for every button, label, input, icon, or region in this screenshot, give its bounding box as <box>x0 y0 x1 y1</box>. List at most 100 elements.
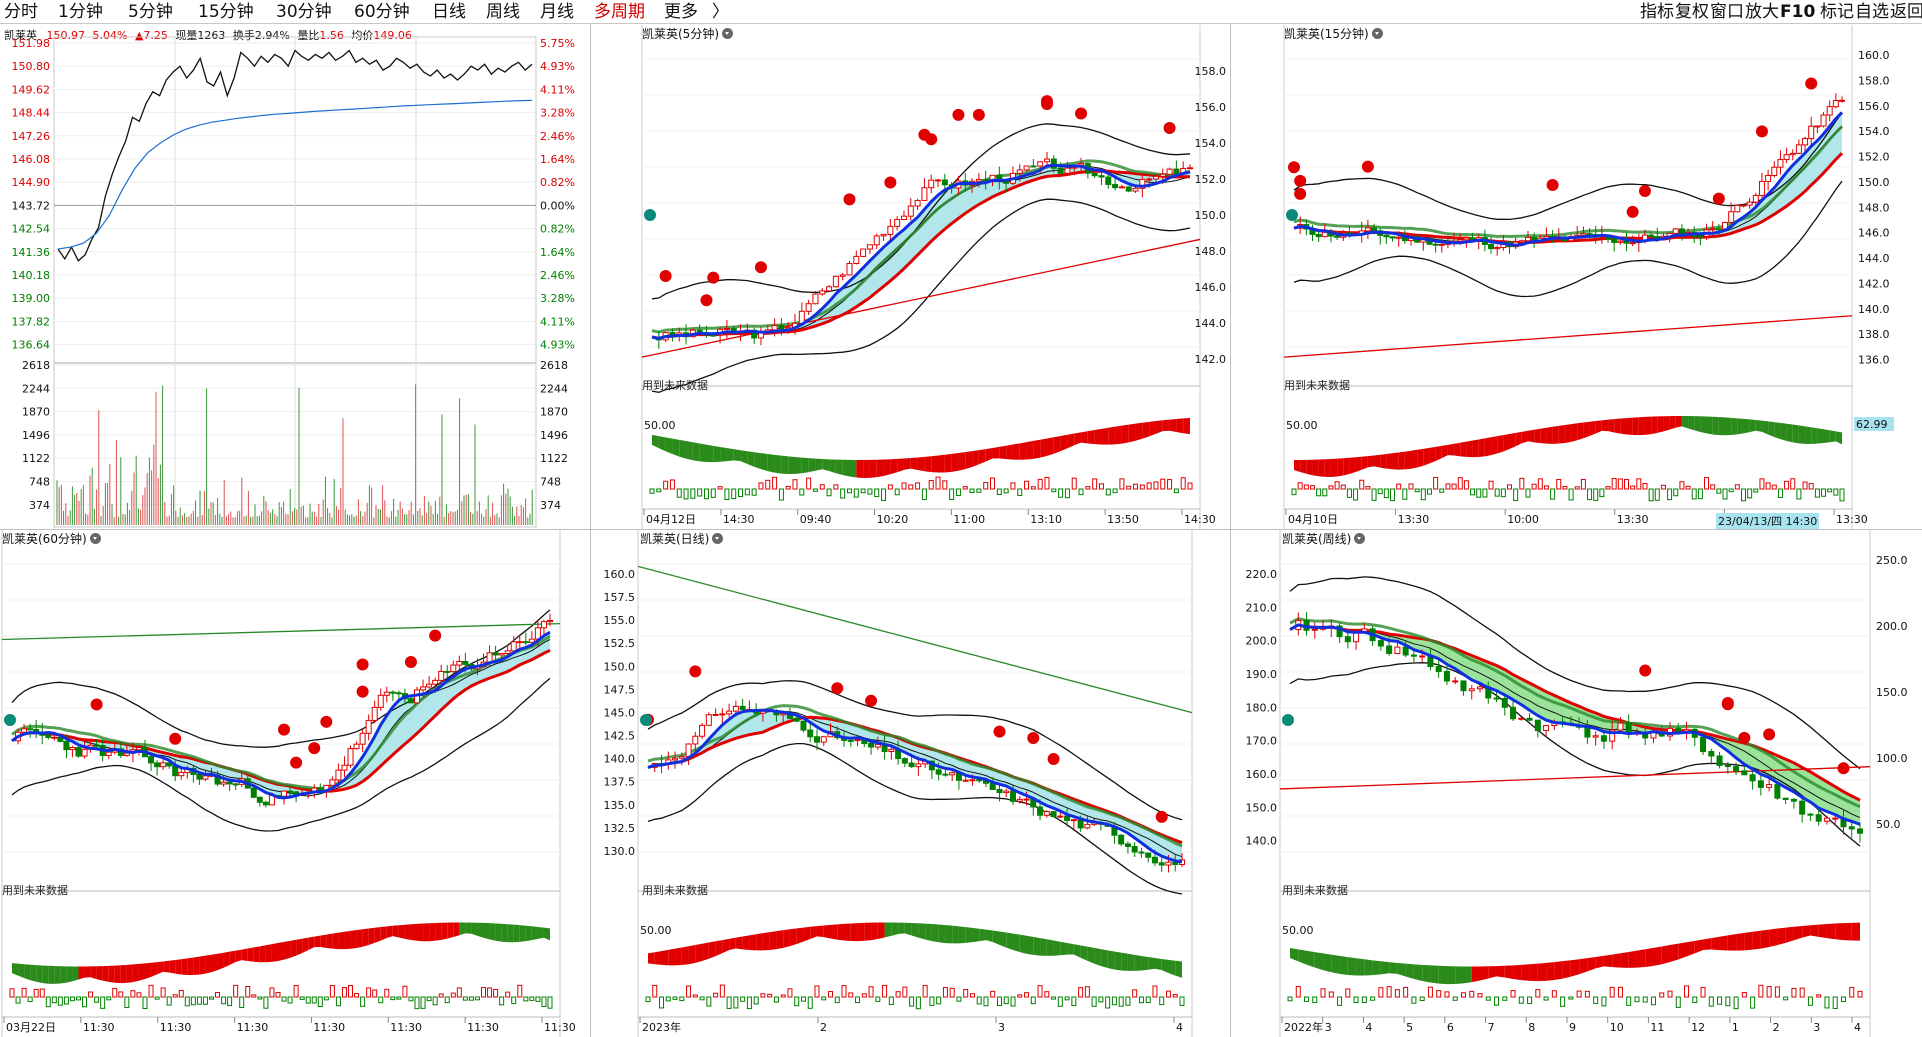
panel-title[interactable]: 凯莱英(日线) <box>640 530 724 547</box>
indicator-ribbon <box>1466 440 1473 458</box>
kline-chart-60min[interactable]: 03月22日 11:30 11:30 11:30 11:30 11:30 11:30 11:3… <box>0 530 590 1037</box>
tab-period-2[interactable]: 5分钟 <box>128 2 173 22</box>
candle-body <box>365 719 372 734</box>
indicator-ribbon <box>803 926 811 942</box>
avg-value: 149.06 <box>373 29 412 42</box>
future-data-note: 用到未来数据 <box>642 884 708 897</box>
candle-body <box>1159 173 1166 177</box>
lower-band-line <box>1289 662 1861 847</box>
candle-body <box>444 670 451 673</box>
tab-period-10[interactable]: 更多 <box>664 2 698 22</box>
candle-body <box>395 692 402 695</box>
indicator-ribbon <box>1455 966 1464 984</box>
indicator-bar <box>1799 987 1805 998</box>
indicator-bar <box>928 480 934 490</box>
panel-title[interactable]: 凯莱英(5分钟) <box>642 25 733 42</box>
chevron-down-icon[interactable] <box>722 28 733 39</box>
indicator-ribbon <box>1749 419 1756 433</box>
indicator-ribbon <box>729 937 736 950</box>
panel-5min[interactable]: 凯莱英(5分钟) 04月12日 14:30 09:40 10:20 11:00 13:10… <box>640 25 1230 529</box>
indicator-bar <box>1057 996 1063 1007</box>
panel-title[interactable]: 凯莱英(15分钟) <box>1284 25 1383 42</box>
more-arrow-icon[interactable]: 〉 <box>712 2 729 22</box>
panel-weekly[interactable]: 凯莱英(周线) 2022年 3 4 5 6 7 8 9 10 11 12 1 2 3 4 50.00 220.0… <box>1230 530 1922 1037</box>
chevron-down-icon[interactable] <box>89 533 101 544</box>
toolbar-button-0[interactable]: 指标 <box>1640 2 1674 22</box>
indicator-ribbon <box>1324 458 1331 477</box>
indicator-bar <box>1010 996 1016 1007</box>
tab-period-7[interactable]: 周线 <box>486 2 520 22</box>
candle-body <box>1488 243 1495 250</box>
chevron-down-icon[interactable] <box>712 533 724 544</box>
toolbar-button-3[interactable]: 放大 <box>1745 2 1779 22</box>
candle-body <box>1118 186 1125 189</box>
y-tick-label: 190.0 <box>1246 668 1278 681</box>
tab-period-0[interactable]: 分时 <box>4 2 38 22</box>
indicator-ribbon <box>1491 436 1498 456</box>
kline-chart-daily[interactable]: 2023年 2 3 4 50.00 160.0 157.5 155.0 152.5 150.0 14… <box>592 530 1230 1037</box>
indicator-bar <box>1796 488 1802 500</box>
indicator-ribbon <box>1026 935 1034 955</box>
chevron-down-icon[interactable] <box>1354 533 1366 544</box>
x-tick-label: 11:30 <box>390 1021 422 1034</box>
sell-signal-icon <box>1639 664 1652 677</box>
candle-body <box>329 779 336 786</box>
indicator-ribbon <box>54 966 61 984</box>
kline-chart-5min[interactable]: 04月12日 14:30 09:40 10:20 11:00 13:10 13:50 14:3… <box>640 25 1230 529</box>
indicator-bar <box>1160 478 1166 490</box>
indicator-bar <box>1476 488 1482 498</box>
indicator-ribbon <box>1793 925 1803 941</box>
price-tick: 139.00 <box>12 292 51 305</box>
indicator-ribbon <box>783 929 790 948</box>
candle-body <box>69 747 76 751</box>
candle-body <box>1098 175 1105 178</box>
panel-title[interactable]: 凯莱英(周线) <box>1282 530 1366 547</box>
toolbar-button-7[interactable]: 返回 <box>1890 2 1922 22</box>
intraday-chart[interactable]: 151.98 5.75% 150.80 4.93% 149.62 4.11% 148.44 3… <box>0 25 592 529</box>
tab-period-3[interactable]: 15分钟 <box>198 2 254 22</box>
panel-daily[interactable]: 凯莱英(日线) 2023年 2 3 4 50.00 160.0 157.5 155.0 152.… <box>592 530 1230 1037</box>
tab-period-8[interactable]: 月线 <box>540 2 574 22</box>
toolbar-button-6[interactable]: 自选 <box>1855 2 1889 22</box>
indicator-ribbon <box>1053 940 1061 956</box>
candle-body <box>908 762 915 768</box>
panel-title[interactable]: 凯莱英(60分钟) <box>2 530 101 547</box>
tab-period-9[interactable]: 多周期 <box>594 2 645 22</box>
x-tick-label: 2023年 <box>642 1020 681 1034</box>
toolbar-button-2[interactable]: 窗口 <box>1710 2 1744 22</box>
indicator-ribbon <box>1657 416 1664 433</box>
indicator-ribbon <box>1413 964 1423 981</box>
candle-body <box>1757 780 1764 788</box>
y-tick-label: 142.0 <box>1858 277 1890 290</box>
candle-body <box>1758 180 1765 196</box>
indicator-bar <box>733 996 739 1009</box>
tab-period-1[interactable]: 1分钟 <box>58 2 103 22</box>
y-tick-label: 100.0 <box>1876 752 1908 765</box>
indicator-ribbon <box>654 951 662 965</box>
candle-body <box>1138 851 1145 854</box>
indicator-bar <box>1599 488 1605 498</box>
toolbar-button-4[interactable]: F10 <box>1780 2 1816 22</box>
indicator-ribbon <box>733 449 741 462</box>
panel-60min[interactable]: 凯莱英(60分钟) 03月22日 11:30 11:30 11:30 11:30 11:3… <box>0 530 590 1037</box>
indicator-ribbon <box>1780 422 1787 441</box>
panel-15min[interactable]: 凯莱英(15分钟) 04月10日13:3010:0013:3010:0013:3… <box>1282 25 1922 529</box>
kline-chart-15min[interactable]: 04月10日13:3010:0013:3010:0013:3050.00160.… <box>1282 25 1922 529</box>
candle-body <box>805 303 812 312</box>
toolbar-button-5[interactable]: 标记 <box>1820 2 1854 22</box>
tab-period-5[interactable]: 60分钟 <box>354 2 410 22</box>
ratio-value: 1.56 <box>319 29 344 42</box>
tab-period-4[interactable]: 30分钟 <box>276 2 332 22</box>
indicator-ribbon <box>1496 965 1505 978</box>
toolbar-button-1[interactable]: 复权 <box>1675 2 1709 22</box>
indicator-bar <box>257 996 263 1000</box>
chevron-down-icon[interactable] <box>1371 28 1383 39</box>
x-tick-label: 12 <box>1691 1021 1705 1034</box>
indicator-bar <box>1139 484 1145 490</box>
indicator-bar <box>1334 481 1340 490</box>
kline-chart-weekly[interactable]: 2022年 3 4 5 6 7 8 9 10 11 12 1 2 3 450.00220.0210.0200… <box>1230 530 1922 1037</box>
indicator-ribbon <box>187 957 194 976</box>
tab-period-6[interactable]: 日线 <box>432 2 466 22</box>
candle-body <box>1477 686 1483 690</box>
indicator-ribbon <box>726 448 734 462</box>
